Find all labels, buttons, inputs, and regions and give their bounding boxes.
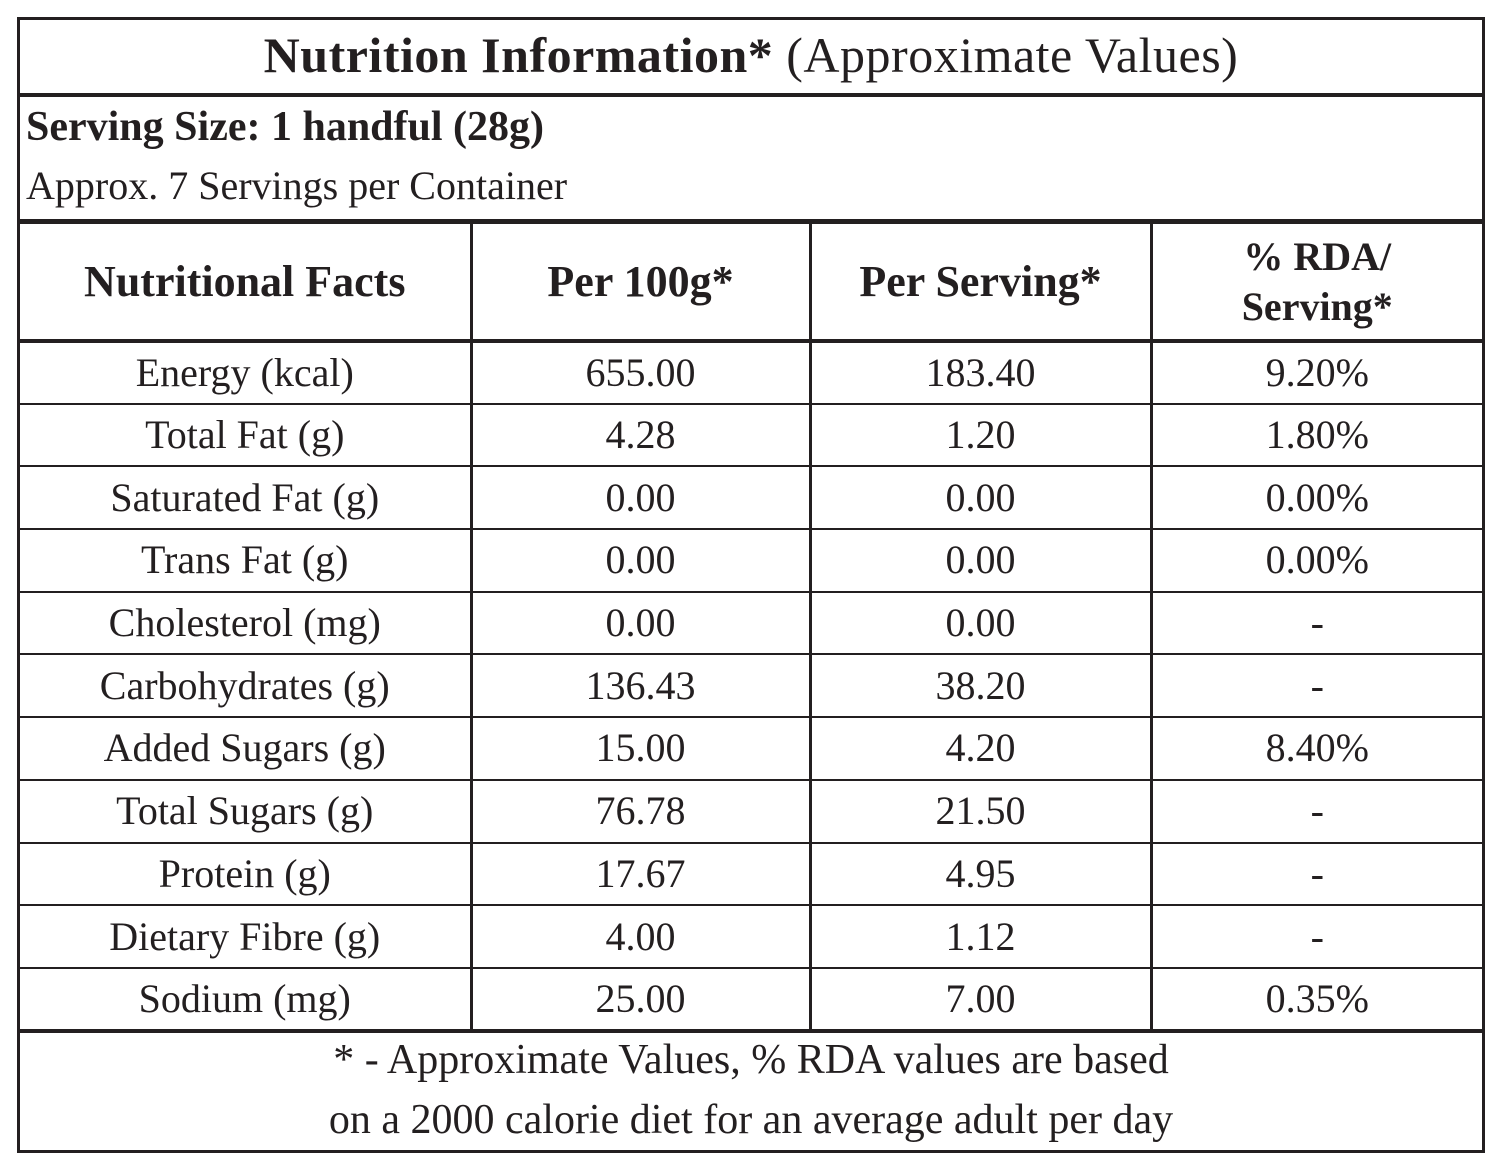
table-row: Saturated Fat (g) 0.00 0.00 0.00% — [20, 466, 1482, 531]
header-per-100g: Per 100g* — [471, 224, 812, 343]
per-100g-value: 4.00 — [471, 905, 812, 969]
nutrient-name: Total Fat (g) — [20, 403, 473, 468]
nutrient-name: Dietary Fibre (g) — [20, 905, 473, 969]
nutrition-label: Nutrition Information* (Approximate Valu… — [17, 17, 1485, 1153]
per-100g-value: 4.28 — [471, 403, 812, 468]
per-100g-value: 0.00 — [471, 591, 812, 656]
rda-value: - — [1151, 905, 1482, 969]
rda-value: 1.80% — [1151, 403, 1482, 468]
label-title: Nutrition Information* (Approximate Valu… — [20, 20, 1482, 97]
table-row: Added Sugars (g) 15.00 4.20 8.40% — [20, 717, 1482, 781]
per-serving-value: 7.00 — [810, 967, 1153, 1033]
rda-value: 0.00% — [1151, 466, 1482, 531]
per-serving-value: 0.00 — [810, 529, 1153, 593]
serving-info: Serving Size: 1 handful (28g) Approx. 7 … — [20, 97, 1482, 224]
per-100g-value: 17.67 — [471, 842, 812, 907]
table-row: Dietary Fibre (g) 4.00 1.12- — [20, 905, 1482, 969]
rda-value: 9.20% — [1151, 341, 1482, 405]
rda-value: - — [1151, 654, 1482, 719]
table-row: Protein (g) 17.67 4.95- — [20, 842, 1482, 907]
rda-value: - — [1151, 591, 1482, 656]
per-100g-value: 76.78 — [471, 779, 812, 844]
rda-value: - — [1151, 842, 1482, 907]
title-regular-text: (Approximate Values) — [773, 27, 1239, 83]
rda-value: 0.00% — [1151, 529, 1482, 593]
nutrient-name: Cholesterol (mg) — [20, 591, 473, 656]
table-body: Energy (kcal) 655.00 183.40 9.20% Total Fat … — [20, 341, 1482, 1033]
nutrient-name: Total Sugars (g) — [20, 779, 473, 844]
table-row: Energy (kcal) 655.00 183.40 9.20% — [20, 341, 1482, 405]
per-100g-value: 0.00 — [471, 466, 812, 531]
per-serving-value: 4.20 — [810, 717, 1153, 781]
nutrient-name: Added Sugars (g) — [20, 717, 473, 781]
per-100g-value: 136.43 — [471, 654, 812, 719]
footnote-line-1: * - Approximate Values, % RDA values are… — [333, 1037, 1169, 1083]
table-row: Trans Fat (g) 0.00 0.00 0.00% — [20, 529, 1482, 593]
table-row: Total Fat (g) 4.28 1.20 1.80% — [20, 403, 1482, 468]
title-bold-text: Nutrition Information* — [263, 27, 774, 83]
nutrient-name: Protein (g) — [20, 842, 473, 907]
per-serving-value: 0.00 — [810, 591, 1153, 656]
per-serving-value: 21.50 — [810, 779, 1153, 844]
serving-size: Serving Size: 1 handful (28g) — [26, 104, 545, 150]
per-serving-value: 1.12 — [810, 905, 1153, 969]
header-nutritional-facts: Nutritional Facts — [20, 224, 473, 343]
header-per-serving: Per Serving* — [810, 224, 1153, 343]
nutrient-name: Sodium (mg) — [20, 967, 473, 1033]
header-rda-line1: % RDA/ — [1243, 233, 1392, 279]
per-100g-value: 0.00 — [471, 529, 812, 593]
per-100g-value: 25.00 — [471, 967, 812, 1033]
servings-per-container: Approx. 7 Servings per Container — [26, 163, 568, 208]
table-row: Carbohydrates (g) 136.43 38.20- — [20, 654, 1482, 719]
nutrient-name: Carbohydrates (g) — [20, 654, 473, 719]
rda-value: 0.35% — [1151, 967, 1482, 1033]
table-row: Sodium (mg) 25.00 7.00 0.35% — [20, 967, 1482, 1033]
per-serving-value: 183.40 — [810, 341, 1153, 405]
header-rda-line2: Serving* — [1241, 283, 1393, 329]
header-rda-per-serving: % RDA/ Serving* — [1151, 224, 1482, 343]
per-serving-value: 38.20 — [810, 654, 1153, 719]
nutrient-name: Energy (kcal) — [20, 341, 473, 405]
table-header-row: Nutritional Facts Per 100g* Per Serving*… — [20, 224, 1482, 343]
footnote-line-2: on a 2000 calorie diet for an average ad… — [328, 1097, 1174, 1143]
nutrition-facts-table: Nutritional Facts Per 100g* Per Serving*… — [20, 224, 1482, 1033]
nutrient-name: Trans Fat (g) — [20, 529, 473, 593]
per-100g-value: 15.00 — [471, 717, 812, 781]
rda-value: 8.40% — [1151, 717, 1482, 781]
table-row: Total Sugars (g) 76.78 21.50- — [20, 779, 1482, 844]
table-row: Cholesterol (mg) 0.00 0.00- — [20, 591, 1482, 656]
per-serving-value: 4.95 — [810, 842, 1153, 907]
per-serving-value: 0.00 — [810, 466, 1153, 531]
per-100g-value: 655.00 — [471, 341, 812, 405]
footnote: * - Approximate Values, % RDA values are… — [20, 1030, 1482, 1150]
rda-value: - — [1151, 779, 1482, 844]
per-serving-value: 1.20 — [810, 403, 1153, 468]
nutrient-name: Saturated Fat (g) — [20, 466, 473, 531]
